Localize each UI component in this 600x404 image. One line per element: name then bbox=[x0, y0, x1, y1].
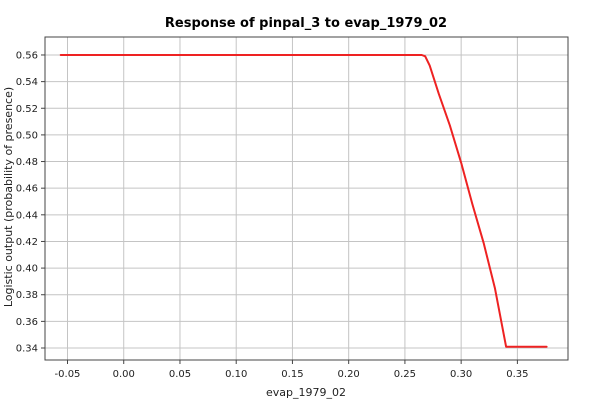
chart-title: Response of pinpal_3 to evap_1979_02 bbox=[165, 16, 447, 31]
plot-background bbox=[45, 37, 568, 360]
y-tick-label: 0.48 bbox=[16, 157, 38, 168]
y-tick-label: 0.52 bbox=[16, 104, 38, 115]
x-axis-label: evap_1979_02 bbox=[266, 386, 346, 399]
x-tick-label: 0.15 bbox=[281, 369, 303, 380]
y-tick-label: 0.56 bbox=[16, 50, 38, 61]
y-tick-label: 0.36 bbox=[16, 317, 38, 328]
x-tick-label: 0.30 bbox=[450, 369, 472, 380]
x-tick-label: -0.05 bbox=[55, 369, 81, 380]
y-tick-label: 0.44 bbox=[16, 210, 38, 221]
x-tick-label: 0.20 bbox=[338, 369, 360, 380]
plot-frame bbox=[44, 36, 569, 361]
x-tick-label: 0.10 bbox=[225, 369, 247, 380]
y-axis-label: Logistic output (probability of presence… bbox=[2, 87, 15, 307]
y-tick-label: 0.40 bbox=[16, 264, 38, 275]
y-tick-label: 0.54 bbox=[16, 77, 38, 88]
x-tick-label: 0.00 bbox=[113, 369, 135, 380]
x-tick-label: 0.05 bbox=[169, 369, 191, 380]
y-tick-label: 0.46 bbox=[16, 184, 38, 195]
response-curve bbox=[59, 54, 548, 348]
x-tick-label: 0.25 bbox=[394, 369, 416, 380]
x-tick-label: 0.35 bbox=[506, 369, 528, 380]
y-tick-label: 0.34 bbox=[16, 344, 38, 355]
plot-area: -0.05 0.00 0.05 0.10 0.15 0.20 0.25 0.30 0.35 0.3… bbox=[16, 36, 569, 380]
y-tick-label: 0.50 bbox=[16, 130, 38, 141]
y-tick-label: 0.38 bbox=[16, 290, 38, 301]
y-tick-label: 0.42 bbox=[16, 237, 38, 248]
